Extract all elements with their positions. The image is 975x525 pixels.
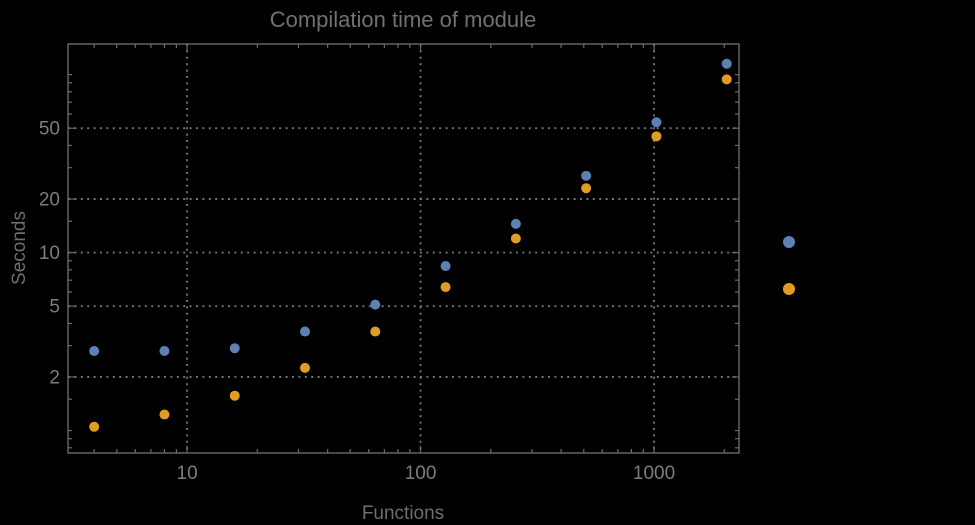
point-series-1-x32	[300, 326, 311, 337]
x-tick-label-1000: 1000	[633, 463, 675, 484]
x-tick-label-10: 10	[177, 463, 198, 484]
plot-frame	[67, 43, 740, 454]
y-tick-label-5: 5	[49, 297, 60, 318]
point-series-1-x2048	[721, 58, 732, 69]
point-series-2-x1024	[651, 131, 662, 142]
y-tick-label-2: 2	[49, 367, 60, 388]
point-series-2-x2048	[721, 74, 732, 85]
point-series-2-x4	[89, 421, 100, 432]
point-series-1-x4	[89, 345, 100, 356]
point-series-1-x16	[229, 343, 240, 354]
point-series-1-x1024	[651, 117, 662, 128]
point-series-1-x8	[159, 345, 170, 356]
chart-title: Compilation time of module	[270, 7, 537, 32]
point-series-1-x128	[440, 261, 451, 272]
point-series-1-x64	[370, 299, 381, 310]
point-series-2-x64	[370, 326, 381, 337]
plot-layer: 10 100 1000 2 5 10 20 50	[39, 43, 795, 484]
point-series-2-x256	[510, 233, 521, 244]
y-tick-label-10: 10	[39, 243, 60, 264]
legend-marker-series-2	[783, 283, 795, 295]
point-series-2-x8	[159, 409, 170, 420]
point-series-1-x512	[581, 170, 592, 181]
point-series-2-x16	[229, 390, 240, 401]
point-series-2-x128	[440, 282, 451, 293]
point-series-2-x32	[300, 362, 311, 373]
legend-marker-series-1	[783, 236, 795, 248]
y-tick-label-20: 20	[39, 190, 60, 211]
y-tick-label-50: 50	[39, 119, 60, 140]
point-series-1-x256	[510, 218, 521, 229]
y-axis-label: Seconds	[9, 211, 30, 285]
point-series-2-x512	[581, 183, 592, 194]
x-tick-label-100: 100	[405, 463, 437, 484]
x-axis-label: Functions	[362, 503, 444, 524]
